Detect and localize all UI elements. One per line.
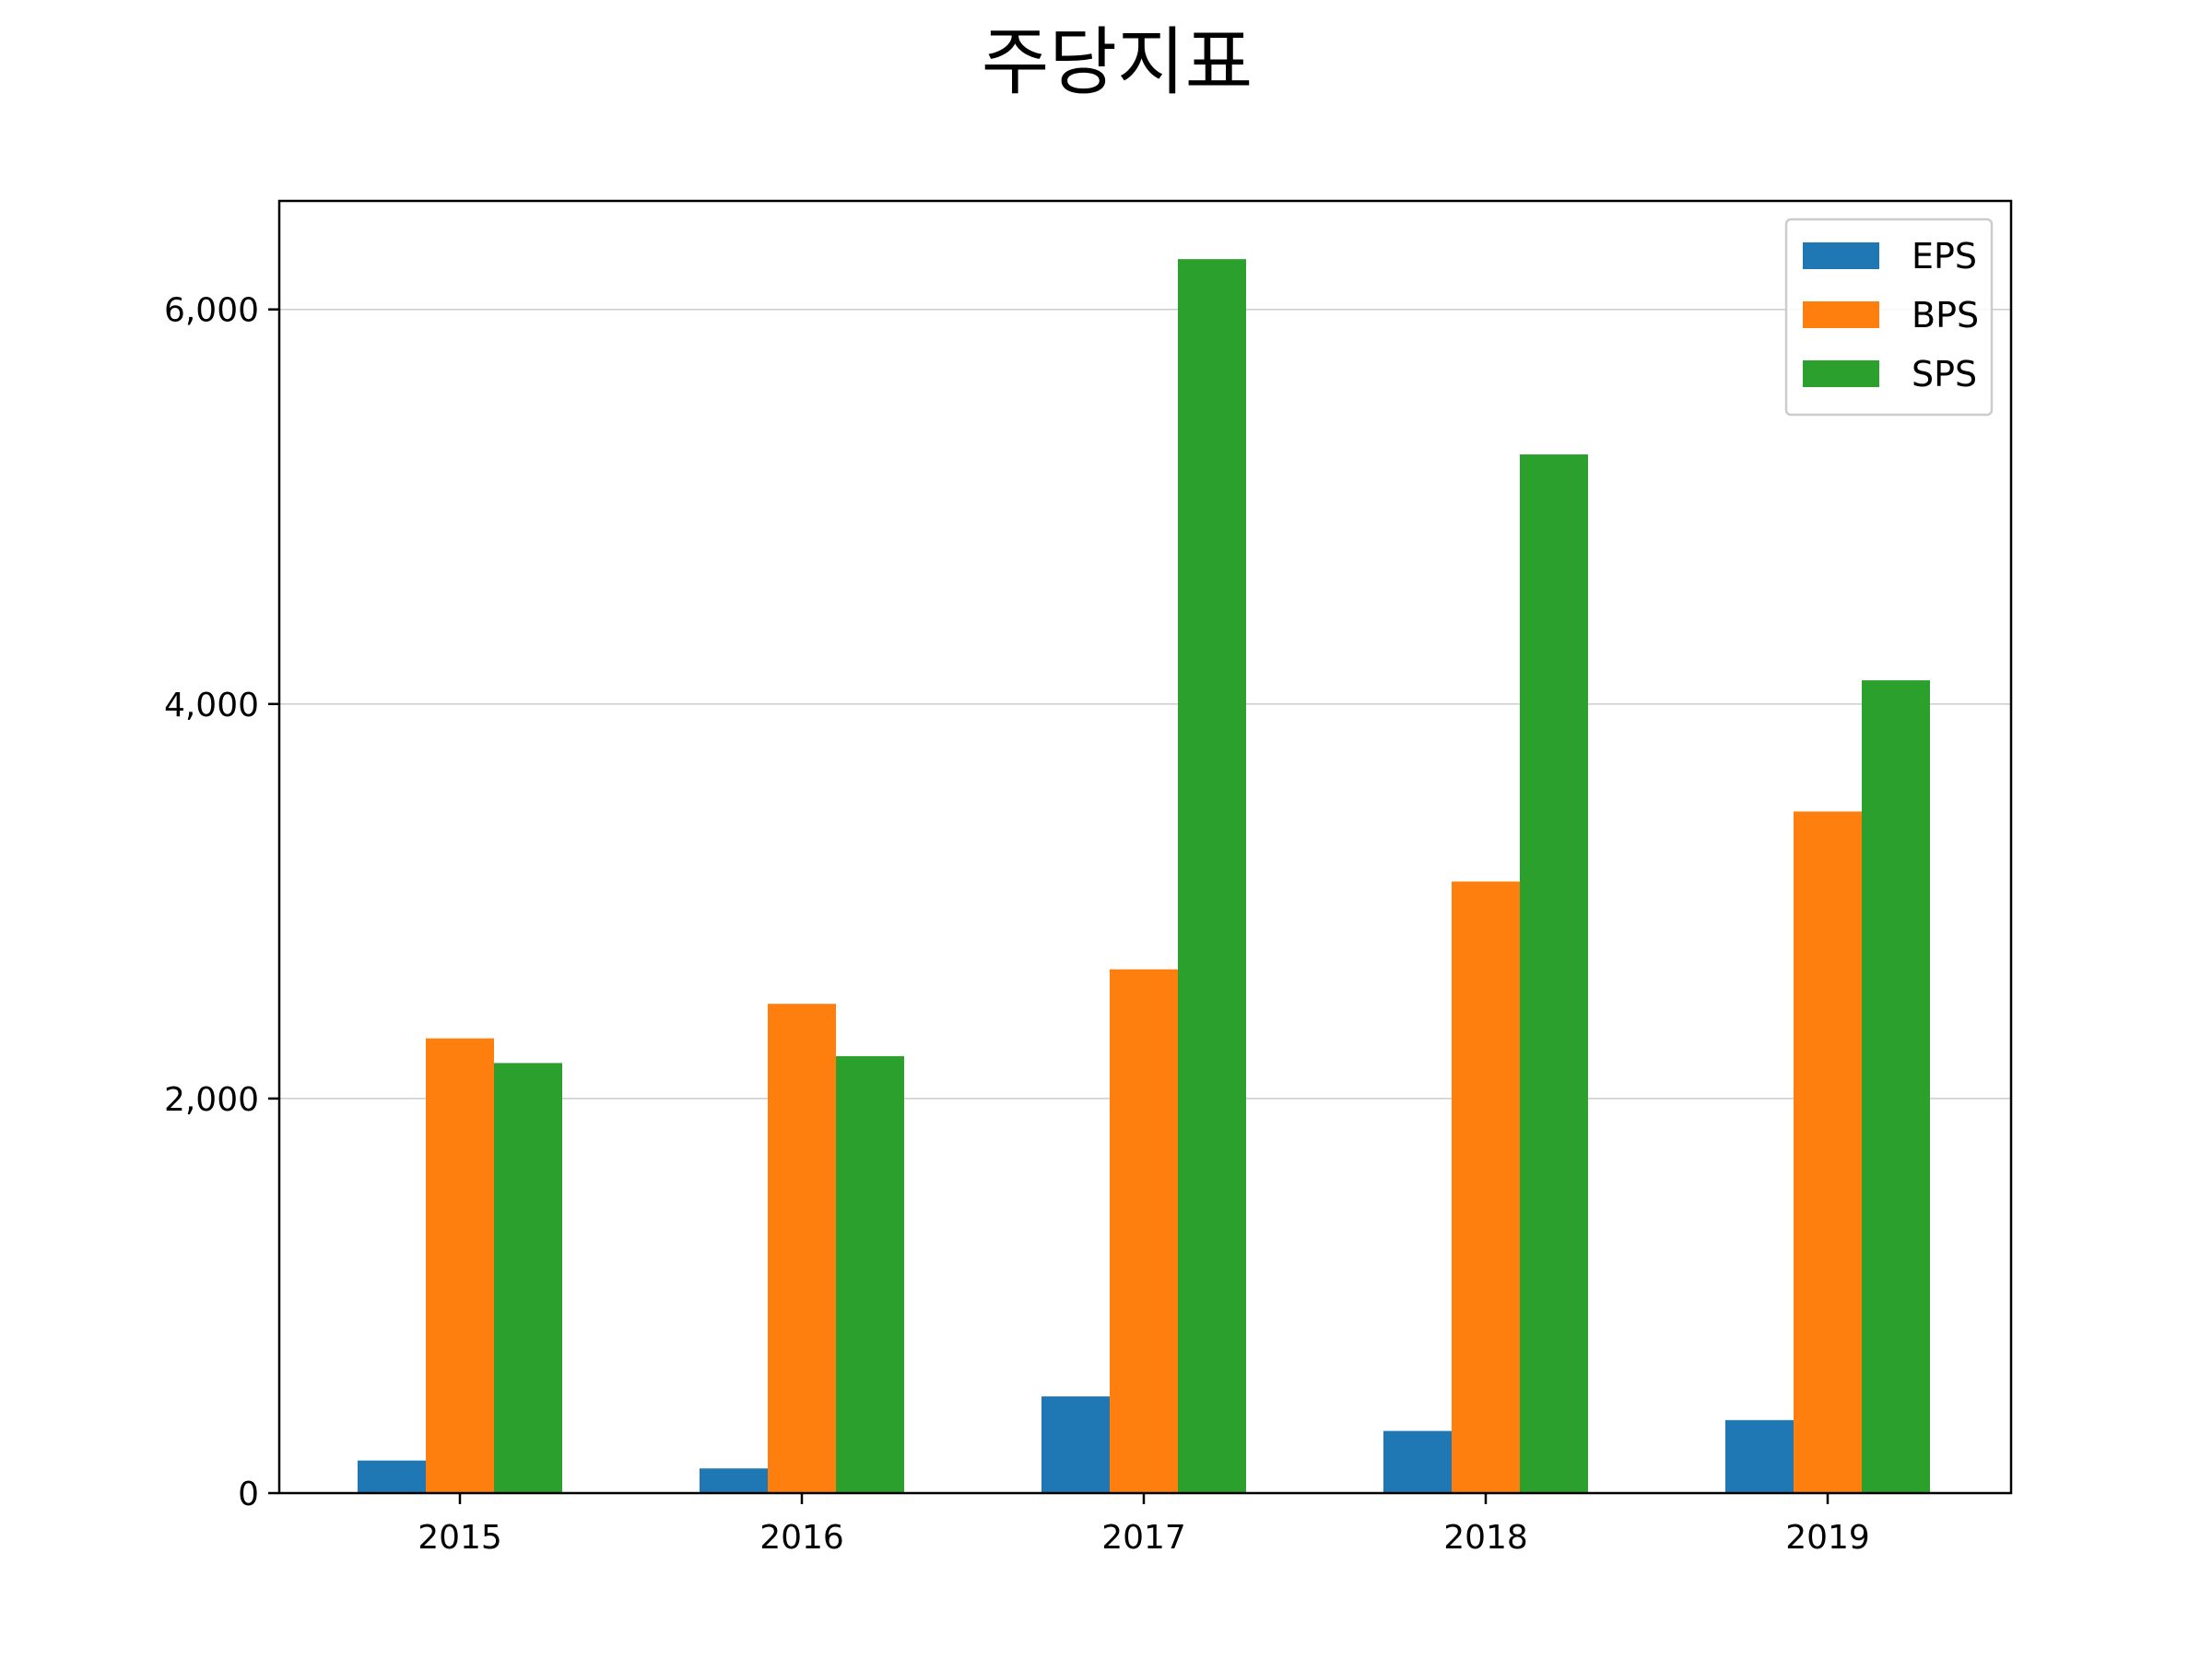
bar-bps-2015 (426, 1038, 494, 1493)
bar-bps-2016 (768, 1004, 836, 1493)
x-tick-label: 2018 (1443, 1519, 1528, 1557)
bar-eps-2018 (1383, 1430, 1452, 1493)
y-tick-label: 6,000 (164, 292, 259, 330)
plot-frame (277, 199, 2013, 1495)
bar-eps-2015 (358, 1460, 426, 1493)
bar-sps-2016 (836, 1055, 904, 1493)
bar-sps-2019 (1862, 680, 1930, 1493)
bar-bps-2017 (1110, 969, 1178, 1493)
bar-eps-2016 (700, 1468, 768, 1493)
axis-ticks: 0 2,000 4,000 6,000 2015 2016 2017 2018 2019 (164, 292, 1870, 1557)
bar-eps-2017 (1041, 1396, 1110, 1493)
legend-label-bps: BPS (1912, 295, 1979, 335)
legend-swatch-eps (1803, 242, 1879, 269)
y-tick-label: 4,000 (164, 687, 259, 724)
legend-swatch-sps (1803, 360, 1879, 387)
legend: EPS BPS SPS (1784, 218, 1994, 417)
x-tick-label: 2015 (418, 1519, 502, 1557)
legend-swatch-bps (1803, 301, 1879, 328)
x-tick-label: 2017 (1101, 1519, 1186, 1557)
legend-label-eps: EPS (1912, 236, 1977, 276)
legend-label-sps: SPS (1912, 354, 1977, 394)
bar-sps-2015 (494, 1063, 562, 1493)
bar-sps-2018 (1520, 454, 1588, 1494)
bars (358, 259, 1930, 1494)
x-tick-label: 2016 (759, 1519, 844, 1557)
bar-eps-2019 (1725, 1419, 1794, 1493)
chart-title: 주당지표 (982, 19, 1253, 105)
x-tick-label: 2019 (1785, 1519, 1870, 1557)
bar-bps-2019 (1794, 811, 1862, 1493)
bar-sps-2017 (1178, 259, 1246, 1493)
bar-bps-2018 (1452, 881, 1520, 1493)
y-tick-label: 2,000 (164, 1081, 259, 1119)
y-tick-label: 0 (238, 1476, 259, 1513)
